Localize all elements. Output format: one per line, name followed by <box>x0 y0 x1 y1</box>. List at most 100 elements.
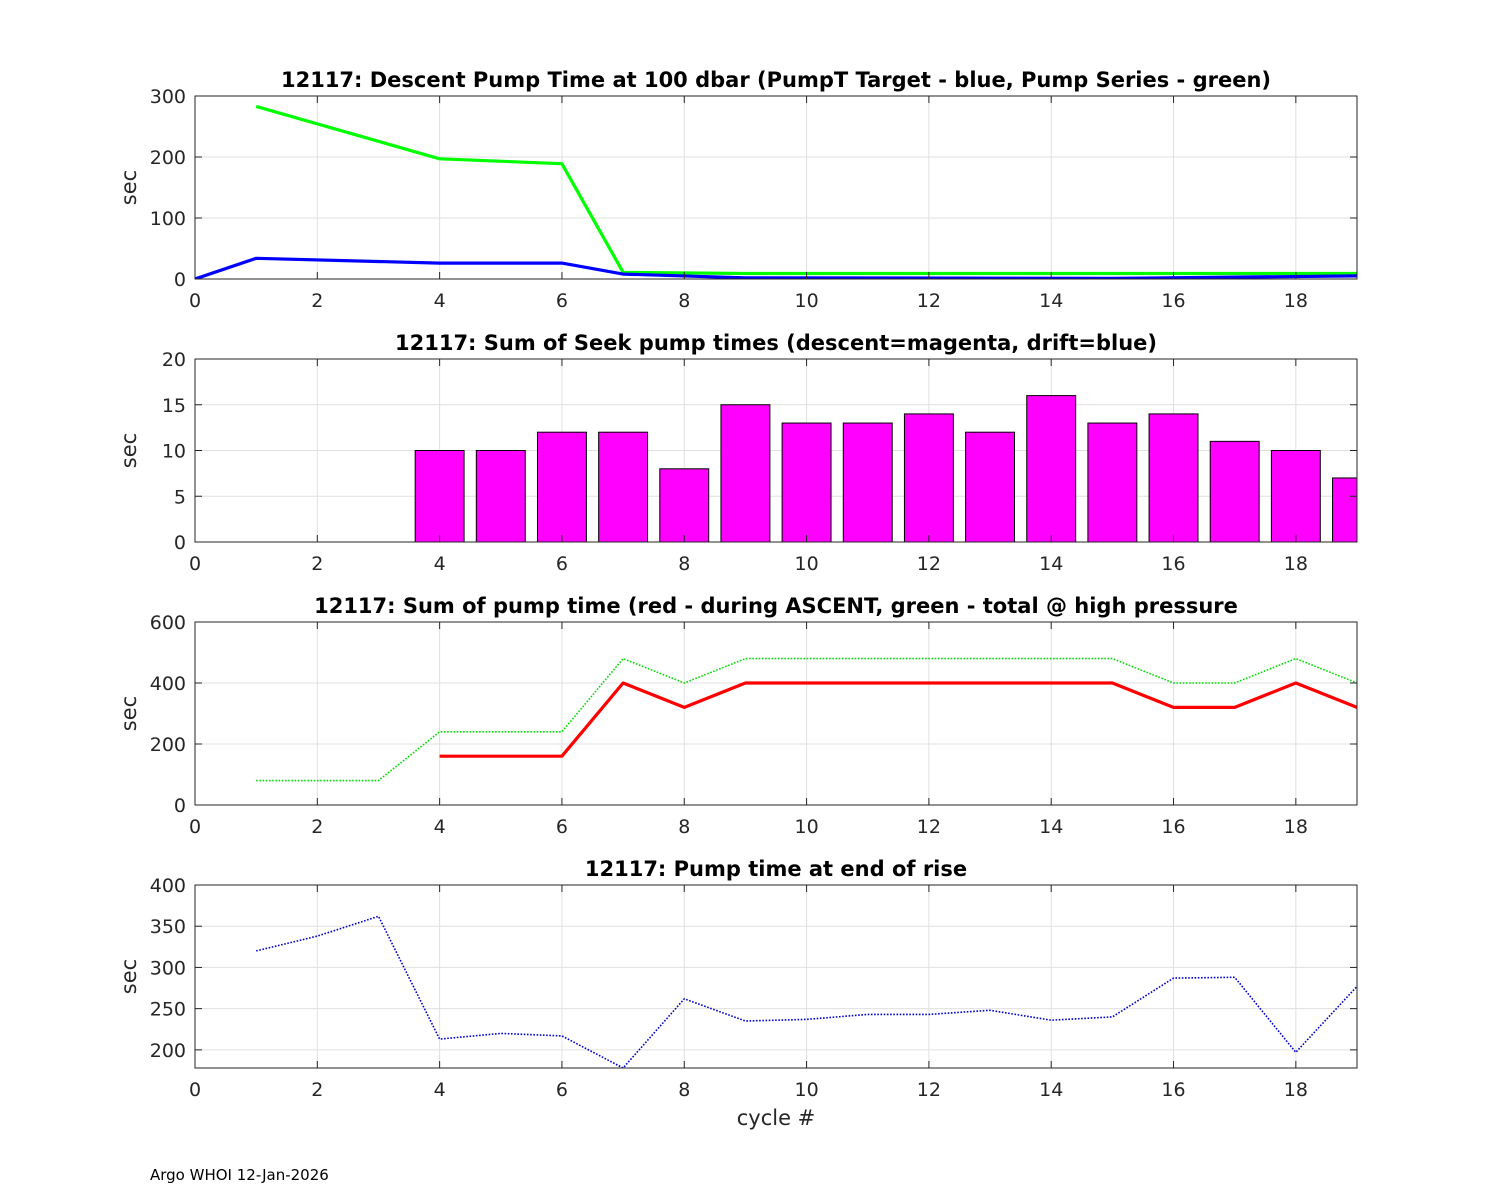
x-tick-label: 18 <box>1284 1079 1308 1101</box>
bar-descent <box>1270 450 1321 542</box>
x-tick-label: 18 <box>1284 816 1308 838</box>
x-tick-label: 8 <box>678 816 690 838</box>
y-tick-label: 100 <box>150 208 186 230</box>
y-tick-label: 350 <box>150 916 186 938</box>
plot-data <box>256 657 1357 782</box>
y-tick-label: 400 <box>150 875 186 897</box>
x-tick-label: 12 <box>917 553 941 575</box>
bar-descent <box>536 431 587 542</box>
x-tick-label: 2 <box>311 553 323 575</box>
x-tick-label: 2 <box>311 1079 323 1101</box>
y-tick-label: 0 <box>174 532 186 554</box>
x-tick-label: 16 <box>1161 290 1185 312</box>
bar-descent <box>1209 440 1260 542</box>
subplot-title: 12117: Descent Pump Time at 100 dbar (Pu… <box>281 68 1271 92</box>
subplot-4: 0 2 4 6 8 10 12 14 16 18 200 250 300 350 400 12117: Pum… <box>117 857 1358 1101</box>
plot-data <box>256 915 1357 1068</box>
subplot-3: 0 2 4 6 8 10 12 14 16 18 0 200 400 600 12117: Sum of p… <box>117 594 1358 838</box>
x-tick-label: 10 <box>794 290 818 312</box>
bar-descent <box>965 431 1016 542</box>
x-axis-label: cycle # <box>737 1106 816 1130</box>
x-tick-label: 10 <box>794 553 818 575</box>
y-axis-label: sec <box>117 959 141 994</box>
y-axis-label: sec <box>117 433 141 468</box>
series-line-pump-series <box>255 104 1357 276</box>
x-tick-label: 4 <box>434 816 446 838</box>
bar-descent <box>781 422 832 542</box>
bar-descent <box>842 422 893 542</box>
bar-descent <box>1087 422 1138 542</box>
y-tick-label: 0 <box>174 795 186 817</box>
x-tick-label: 4 <box>434 1079 446 1101</box>
axes-box <box>194 884 1358 1069</box>
x-tick-label: 10 <box>794 1079 818 1101</box>
footer-credit: Argo WHOI 12-Jan-2026 <box>150 1166 329 1184</box>
y-axis-label: sec <box>117 170 141 205</box>
x-tick-label: 0 <box>189 553 201 575</box>
x-tick-label: 6 <box>556 553 568 575</box>
x-tick-label: 0 <box>189 290 201 312</box>
series-line-during-ascent <box>439 681 1357 758</box>
subplot-2: 0 2 4 6 8 10 12 14 16 18 0 5 10 15 20 12117: Sum of See… <box>117 331 1358 575</box>
y-tick-label: 200 <box>150 734 186 756</box>
plot-data <box>414 395 1357 542</box>
bar-descent <box>1026 395 1077 542</box>
x-tick-label: 14 <box>1039 290 1063 312</box>
series-line-pumpt-target <box>195 256 1357 279</box>
axes-box <box>194 95 1358 280</box>
bar-descent <box>1148 413 1199 542</box>
y-tick-label: 600 <box>150 612 186 634</box>
subplot-title: 12117: Pump time at end of rise <box>585 857 967 881</box>
bar-descent <box>659 468 710 542</box>
x-tick-label: 8 <box>678 290 690 312</box>
x-tick-label: 18 <box>1284 553 1308 575</box>
bar-descent <box>1332 477 1357 542</box>
y-tick-label: 300 <box>150 86 186 108</box>
x-tick-label: 4 <box>434 290 446 312</box>
x-tick-label: 16 <box>1161 553 1185 575</box>
x-tick-label: 10 <box>794 816 818 838</box>
bar-descent <box>414 450 465 542</box>
series-line-end-of-rise <box>256 915 1357 1068</box>
bar-descent <box>903 413 954 542</box>
y-tick-label: 15 <box>162 395 186 417</box>
x-tick-label: 14 <box>1039 816 1063 838</box>
subplot-title: 12117: Sum of Seek pump times (descent=m… <box>395 331 1157 355</box>
x-tick-label: 0 <box>189 1079 201 1101</box>
x-tick-label: 8 <box>678 1079 690 1101</box>
y-axis-label: sec <box>117 696 141 731</box>
x-tick-label: 6 <box>556 816 568 838</box>
y-tick-label: 5 <box>174 486 186 508</box>
y-tick-label: 200 <box>150 147 186 169</box>
x-tick-label: 2 <box>311 816 323 838</box>
x-tick-label: 12 <box>917 816 941 838</box>
plot-data <box>195 104 1357 279</box>
x-tick-label: 14 <box>1039 1079 1063 1101</box>
x-tick-label: 12 <box>917 1079 941 1101</box>
subplot-1: 0 2 4 6 8 10 12 14 16 18 0 100 200 300 12117: Descent … <box>117 68 1358 312</box>
x-tick-label: 8 <box>678 553 690 575</box>
series-line-total-high-pressure <box>256 657 1357 782</box>
subplot-title: 12117: Sum of pump time (red - during AS… <box>314 594 1238 618</box>
y-tick-label: 20 <box>162 349 186 371</box>
x-tick-label: 18 <box>1284 290 1308 312</box>
bar-descent <box>598 431 649 542</box>
axes-box <box>194 621 1358 806</box>
y-tick-label: 250 <box>150 999 186 1021</box>
y-tick-label: 0 <box>174 269 186 291</box>
bar-descent <box>475 450 526 542</box>
x-tick-label: 12 <box>917 290 941 312</box>
y-tick-label: 10 <box>162 441 186 463</box>
x-tick-label: 6 <box>556 1079 568 1101</box>
y-tick-label: 300 <box>150 957 186 979</box>
x-tick-label: 6 <box>556 290 568 312</box>
x-tick-label: 16 <box>1161 1079 1185 1101</box>
x-tick-label: 4 <box>434 553 446 575</box>
x-tick-label: 16 <box>1161 816 1185 838</box>
y-tick-label: 400 <box>150 673 186 695</box>
x-tick-label: 0 <box>189 816 201 838</box>
x-tick-label: 2 <box>311 290 323 312</box>
bar-descent <box>720 404 771 542</box>
y-tick-label: 200 <box>150 1040 186 1062</box>
